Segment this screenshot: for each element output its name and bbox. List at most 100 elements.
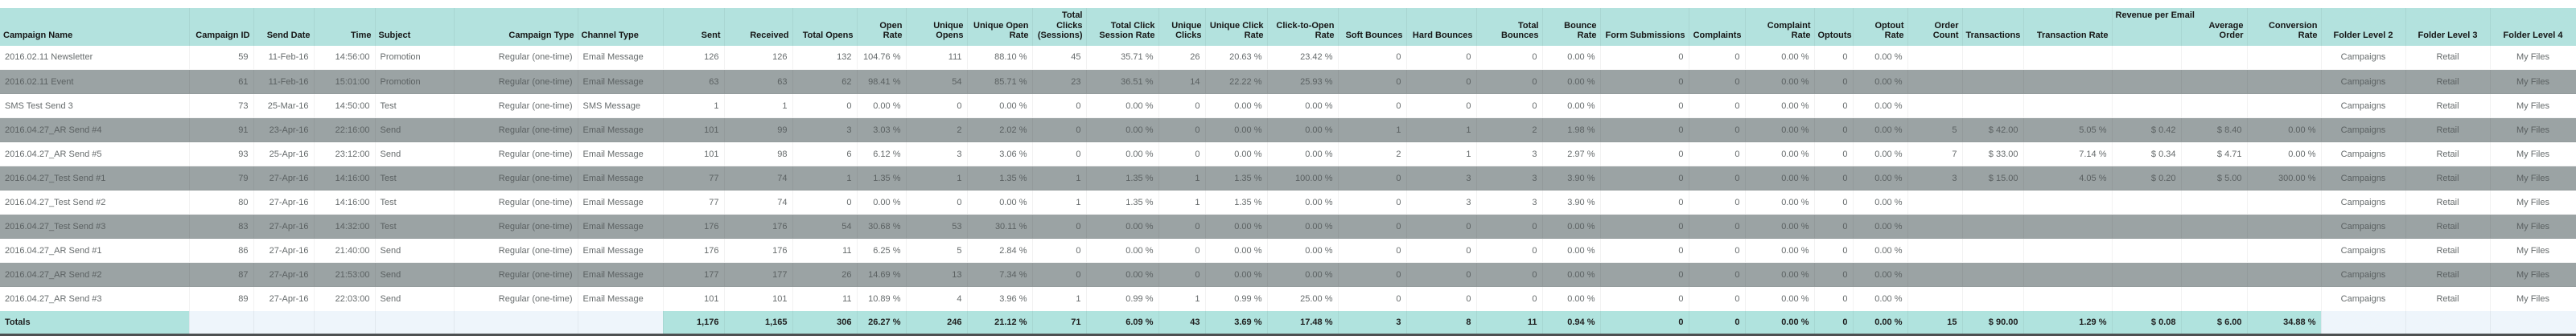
column-header-transactions[interactable]: Transactions [1962, 8, 2024, 46]
cell-average_order [2181, 45, 2248, 70]
table-row[interactable]: 2016.04.27_AR Send #3 89 27-Apr-16 22:03:00… [0, 286, 2576, 311]
cell-send_date: 25-Apr-16 [253, 141, 315, 166]
column-header-subject[interactable]: Subject [375, 8, 455, 46]
column-header-unique_clicks[interactable]: Unique Clicks [1158, 8, 1206, 46]
column-header-click_to_open_rate[interactable]: Click-to-Open Rate [1267, 8, 1339, 46]
column-header-channel_type[interactable]: Channel Type [578, 8, 664, 46]
cell-unique_opens: 5 [906, 238, 968, 263]
cell-transaction_rate: 7.14 % [2023, 141, 2113, 166]
cell-unique_open_rate: 88.10 % [967, 45, 1033, 70]
cell-unique_click_rate: 1.35 % [1205, 166, 1268, 191]
column-header-folder_level_3[interactable]: Folder Level 3 [2405, 8, 2491, 46]
column-header-order_count[interactable]: Order Count [1907, 8, 1963, 46]
column-header-hard_bounces[interactable]: Hard Bounces [1406, 8, 1477, 46]
column-header-sent[interactable]: Sent [663, 8, 725, 46]
cell-conversion_rate: 0.00 % [2247, 141, 2322, 166]
total-optouts: 0 [1814, 310, 1854, 336]
column-header-complaint_rate[interactable]: Complaint Rate [1745, 8, 1815, 46]
cell-form_submissions: 0 [1600, 286, 1689, 311]
column-header-folder_level_2[interactable]: Folder Level 2 [2321, 8, 2406, 46]
column-header-soft_bounces[interactable]: Soft Bounces [1338, 8, 1407, 46]
cell-form_submissions: 0 [1600, 93, 1689, 118]
column-header-transaction_rate[interactable]: Transaction Rate [2023, 8, 2113, 46]
column-header-complaints[interactable]: Complaints [1689, 8, 1746, 46]
cell-order_count [1907, 262, 1963, 287]
table-row[interactable]: SMS Test Send 3 73 25-Mar-16 14:50:00 Test Re… [0, 93, 2576, 118]
cell-total_clicks_sessions: 23 [1032, 69, 1087, 94]
cell-channel_type: Email Message [578, 69, 664, 94]
cell-form_submissions: 0 [1600, 141, 1689, 166]
table-row[interactable]: 2016.04.27_Test Send #1 79 27-Apr-16 14:16:… [0, 166, 2576, 191]
cell-unique_clicks: 0 [1158, 214, 1206, 239]
table-row[interactable]: 2016.02.11 Event 61 11-Feb-16 15:01:00 Promo… [0, 69, 2576, 94]
cell-name: 2016.04.27_AR Send #3 [0, 286, 190, 311]
cell-soft_bounces: 0 [1338, 166, 1407, 191]
header-row: Campaign Name Campaign ID Send Date Time Sub… [0, 8, 2576, 46]
column-header-unique_open_rate[interactable]: Unique Open Rate [967, 8, 1033, 46]
column-header-received[interactable]: Received [724, 8, 793, 46]
column-header-total_clicks_sessions[interactable]: Total Clicks (Sessions) [1032, 8, 1087, 46]
table-row[interactable]: 2016.04.27_AR Send #4 91 23-Apr-16 22:16:00… [0, 117, 2576, 142]
cell-revenue_per_email [2112, 45, 2182, 70]
total-unique_clicks: 43 [1158, 310, 1206, 336]
cell-transactions [1962, 190, 2024, 215]
column-header-campaign_type[interactable]: Campaign Type [454, 8, 578, 46]
table-row[interactable]: 2016.04.27_AR Send #2 87 27-Apr-16 21:53:00… [0, 262, 2576, 287]
cell-total_opens: 62 [792, 69, 858, 94]
column-header-total_bounces[interactable]: Total Bounces [1476, 8, 1543, 46]
column-header-name[interactable]: Campaign Name [0, 8, 190, 46]
column-header-open_rate[interactable]: Open Rate [857, 8, 907, 46]
column-header-form_submissions[interactable]: Form Submissions [1600, 8, 1689, 46]
cell-total_click_session_rate: 0.00 % [1086, 117, 1159, 142]
cell-revenue_per_email: $ 0.20 [2112, 166, 2182, 191]
cell-complaints: 0 [1689, 93, 1746, 118]
column-header-revenue_per_email[interactable]: Revenue per Email [2112, 8, 2195, 46]
cell-bounce_rate: 0.00 % [1542, 45, 1601, 70]
table-row[interactable]: 2016.02.11 Newsletter 59 11-Feb-16 14:56:00… [0, 45, 2576, 70]
column-header-optout_rate[interactable]: Optout Rate [1853, 8, 1908, 46]
cell-channel_type: Email Message [578, 166, 664, 191]
cell-click_to_open_rate: 25.93 % [1267, 69, 1339, 94]
cell-transaction_rate [2023, 286, 2113, 311]
cell-complaints: 0 [1689, 190, 1746, 215]
cell-bounce_rate: 0.00 % [1542, 286, 1601, 311]
totals-label: Totals [0, 310, 190, 336]
cell-complaint_rate: 0.00 % [1745, 238, 1815, 263]
cell-total_clicks_sessions: 0 [1032, 214, 1087, 239]
cell-unique_clicks: 14 [1158, 69, 1206, 94]
table-row[interactable]: 2016.04.27_AR Send #5 93 25-Apr-16 23:12:00… [0, 141, 2576, 166]
column-header-send_date[interactable]: Send Date [253, 8, 315, 46]
cell-order_count [1907, 69, 1963, 94]
column-header-conversion_rate[interactable]: Conversion Rate [2247, 8, 2322, 46]
table-row[interactable]: 2016.04.27_AR Send #1 86 27-Apr-16 21:40:00… [0, 238, 2576, 263]
cell-optouts: 0 [1814, 69, 1854, 94]
total-transactions: $ 90.00 [1962, 310, 2024, 336]
column-header-average_order[interactable]: Average Order [2181, 8, 2248, 46]
column-header-optouts[interactable]: Optouts [1814, 8, 1854, 46]
table-row[interactable]: 2016.04.27_Test Send #3 83 27-Apr-16 14:32:… [0, 214, 2576, 239]
cell-complaints: 0 [1689, 286, 1746, 311]
cell-campaign_type: Regular (one-time) [454, 214, 578, 239]
cell-folder_level_2: Campaigns [2321, 214, 2406, 239]
column-header-campaign_id[interactable]: Campaign ID [189, 8, 254, 46]
cell-time: 15:01:00 [314, 69, 376, 94]
cell-received: 176 [724, 214, 793, 239]
cell-optout_rate: 0.00 % [1853, 262, 1908, 287]
column-header-unique_opens[interactable]: Unique Opens [906, 8, 968, 46]
cell-order_count [1907, 45, 1963, 70]
column-header-time[interactable]: Time [314, 8, 376, 46]
cell-bounce_rate: 0.00 % [1542, 93, 1601, 118]
column-header-total_click_session_rate[interactable]: Total Click Session Rate [1086, 8, 1159, 46]
cell-time: 23:12:00 [314, 141, 376, 166]
column-header-total_opens[interactable]: Total Opens [792, 8, 858, 46]
cell-total_opens: 11 [792, 238, 858, 263]
cell-complaints: 0 [1689, 69, 1746, 94]
cell-unique_click_rate: 0.00 % [1205, 141, 1268, 166]
table-row[interactable]: 2016.04.27_Test Send #2 80 27-Apr-16 14:16:… [0, 190, 2576, 215]
total-soft_bounces: 3 [1338, 310, 1407, 336]
column-header-bounce_rate[interactable]: Bounce Rate [1542, 8, 1601, 46]
total-hard_bounces: 8 [1406, 310, 1477, 336]
cell-average_order [2181, 93, 2248, 118]
column-header-unique_click_rate[interactable]: Unique Click Rate [1205, 8, 1268, 46]
column-header-folder_level_4[interactable]: Folder Level 4 [2490, 8, 2576, 46]
